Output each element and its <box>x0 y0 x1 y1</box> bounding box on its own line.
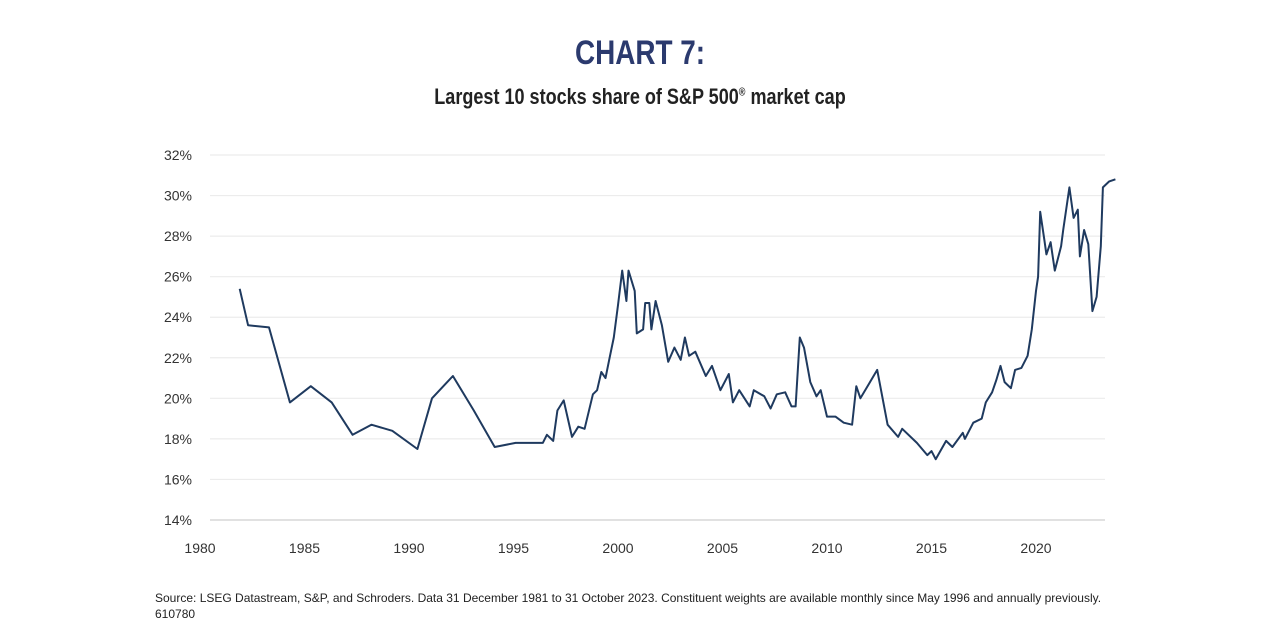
x-tick-label: 2000 <box>602 540 633 556</box>
x-tick-label: 2005 <box>707 540 738 556</box>
y-tick-label: 26% <box>164 269 192 285</box>
y-tick-label: 18% <box>164 431 192 447</box>
x-tick-label: 2010 <box>811 540 842 556</box>
x-tick-label: 1985 <box>289 540 320 556</box>
source-note: Source: LSEG Datastream, S&P, and Schrod… <box>155 591 1102 621</box>
series-line <box>238 178 1116 461</box>
x-tick-label: 2020 <box>1020 540 1051 556</box>
chart-title: CHART 7: <box>574 34 706 72</box>
registered-mark: ® <box>738 86 746 99</box>
x-tick-label: 1995 <box>498 540 529 556</box>
y-tick-label: 22% <box>164 350 192 366</box>
y-tick-label: 20% <box>164 390 192 406</box>
y-tick-label: 30% <box>164 188 192 204</box>
y-tick-label: 28% <box>164 228 192 244</box>
y-tick-label: 16% <box>164 471 192 487</box>
y-tick-label: 24% <box>164 309 192 325</box>
x-tick-label: 1980 <box>184 540 215 556</box>
subtitle-text: Largest 10 stocks share of S&P 500 <box>434 84 739 109</box>
x-tick-label: 1990 <box>393 540 424 556</box>
y-tick-label: 32% <box>164 147 192 163</box>
x-tick-label: 2015 <box>916 540 947 556</box>
y-tick-label: 14% <box>164 512 192 528</box>
chart-subtitle: Largest 10 stocks share of S&P 500® mark… <box>115 84 1165 110</box>
subtitle-end: market cap <box>745 84 846 109</box>
